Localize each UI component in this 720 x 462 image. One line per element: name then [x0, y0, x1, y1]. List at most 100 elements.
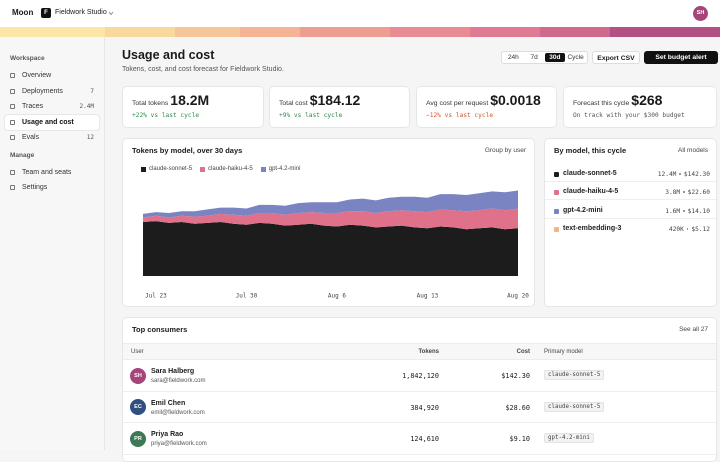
range-option[interactable]: 24h	[507, 54, 519, 61]
user-avatar[interactable]: SH	[693, 6, 708, 21]
model-swatch	[554, 171, 559, 177]
legend-swatch	[260, 166, 266, 172]
consumers-control[interactable]: See all 27	[679, 326, 708, 333]
kpi-label: Total tokens	[132, 100, 169, 107]
x-tick-label: Aug 13	[417, 293, 439, 300]
model-swatch	[554, 208, 559, 214]
nav-icon	[10, 135, 15, 140]
area-series	[143, 221, 518, 276]
model-name: gpt-4.2-mini	[563, 207, 603, 214]
kpi-line: Forecast this cycle $268	[573, 92, 662, 108]
stripe-segment	[0, 27, 105, 37]
user-tokens: 1,842,120	[402, 372, 439, 380]
nav-item[interactable]: Settings	[5, 180, 99, 196]
model-tokens: 3.8M	[665, 188, 681, 196]
nav-item[interactable]: Overview	[5, 68, 99, 84]
kpi-value: $268	[631, 92, 663, 108]
user-email: sara@fieldwork.com	[151, 378, 206, 384]
workspace-name[interactable]: Fieldwork Studio	[55, 9, 107, 16]
legend-swatch	[141, 166, 146, 172]
model-stats: 3.8M $22.60	[665, 189, 710, 196]
user-cost: $142.30	[501, 372, 530, 380]
user-tokens: 384,920	[410, 403, 439, 412]
kpi-card: Total cost $184.12 +9% vs last cycle	[269, 86, 410, 128]
legend-item: gpt-4.2-mini	[260, 166, 300, 172]
kpi-line: Total cost $184.12	[279, 92, 360, 108]
chart-control[interactable]: Group by user	[484, 147, 526, 154]
legend-item: claude-sonnet-5	[141, 166, 192, 172]
nav-count: 2.4M	[79, 103, 94, 110]
stripe-segment	[390, 27, 470, 37]
kpi-note: +22% vs last cycle	[132, 112, 200, 119]
nav-label: Traces	[22, 103, 44, 110]
separator-dot	[683, 210, 685, 212]
model-name: claude-sonnet-5	[563, 170, 617, 177]
nav-item[interactable]: Deployments 7	[5, 84, 99, 100]
column-header: User	[131, 348, 144, 355]
by-model-card: By model, this cycle All models claude-s…	[544, 138, 717, 307]
legend-label: claude-haiku-4-5	[208, 166, 253, 172]
user-name: Priya Rao	[151, 431, 184, 438]
separator-dot	[686, 228, 689, 230]
nav-item[interactable]: Evals 12	[5, 130, 99, 146]
nav-icon	[10, 73, 15, 78]
kpi-note: On track with your $300 budget	[573, 112, 685, 119]
area-series	[143, 190, 518, 218]
user-cost: $9.10	[509, 435, 530, 443]
stripe-segment	[540, 27, 610, 37]
nav-icon	[10, 185, 15, 190]
nav-label: Team and seats	[22, 168, 72, 176]
nav-icon	[10, 119, 15, 125]
chart-title: Tokens by model, over 30 days	[132, 146, 243, 155]
model-row: claude-sonnet-5 12.4M $142.30	[545, 166, 716, 182]
legend: claude-sonnet-5 claude-haiku-4-5 gpt-4.2-m…	[141, 166, 300, 172]
section-title: Workspace	[10, 55, 45, 62]
stripe-segment	[240, 27, 300, 37]
legend-label: claude-sonnet-5	[149, 166, 193, 172]
x-tick-label: Jul 23	[145, 293, 167, 300]
nav-label: Evals	[22, 134, 40, 141]
model-tokens: 420K	[668, 225, 684, 233]
page-subtitle: Tokens, cost, and cost forecast for Fiel…	[122, 66, 284, 73]
nav-item[interactable]: Traces 2.4M	[5, 99, 99, 115]
nav-item[interactable]: Team and seats	[5, 165, 99, 181]
nav-icon	[10, 88, 15, 94]
kpi-label: Avg cost per request	[426, 100, 489, 107]
nav-label: Overview	[22, 72, 52, 79]
by-model-title: By model, this cycle	[554, 146, 627, 155]
workspace-chevron[interactable]	[108, 11, 114, 16]
export-button[interactable]: Export CSV	[592, 51, 640, 64]
kpi-card: Total tokens 18.2M +22% vs last cycle	[122, 86, 264, 128]
model-row: text-embedding-3 420K $5.12	[545, 221, 716, 237]
column-header: Primary model	[544, 348, 583, 355]
user-email: emil@fieldwork.com	[151, 409, 205, 416]
model-stats: 1.6M $14.10	[665, 208, 710, 215]
range-option[interactable]: Cycle	[567, 54, 584, 61]
table-row: SH Sara Halberg sara@fieldwork.com 1,842,12…	[123, 360, 716, 392]
top-bar: Moon F Fieldwork Studio SH	[0, 0, 720, 27]
table-header: User Tokens Cost Primary model	[123, 343, 716, 360]
stripe-segment	[105, 27, 175, 37]
range-option[interactable]: 30d	[544, 53, 566, 62]
nav-item[interactable]: Usage and cost	[5, 114, 99, 130]
model-cost: $22.60	[687, 188, 710, 196]
kpi-value: $184.12	[309, 92, 361, 108]
nav-count: 7	[90, 87, 94, 95]
model-pill: claude-sonnet-5	[544, 370, 605, 380]
table-row: EC Emil Chen emil@fieldwork.com 384,920 $28.…	[123, 392, 716, 423]
consumers-title: Top consumers	[132, 325, 188, 334]
brand[interactable]: Moon	[12, 8, 34, 17]
kpi-card: Avg cost per request $0.0018 −12% vs last …	[416, 86, 557, 128]
user-avatar: EC	[130, 399, 146, 415]
section-title: Manage	[10, 151, 35, 159]
range-option[interactable]: 7d	[530, 54, 538, 61]
workspace-badge[interactable]: F	[41, 8, 51, 18]
kpi-note: −12% vs last cycle	[426, 112, 494, 119]
budget-alert-button[interactable]: Set budget alert	[644, 51, 718, 64]
nav-label: Usage and cost	[22, 118, 74, 126]
user-name: Sara Halberg	[151, 368, 195, 375]
usage-chart-card: Tokens by model, over 30 days Group by u…	[122, 138, 535, 307]
by-model-control[interactable]: All models	[678, 147, 708, 154]
user-email: priya@fieldwork.com	[151, 441, 207, 447]
range-control: 24h 7d 30d Cycle	[501, 51, 588, 64]
